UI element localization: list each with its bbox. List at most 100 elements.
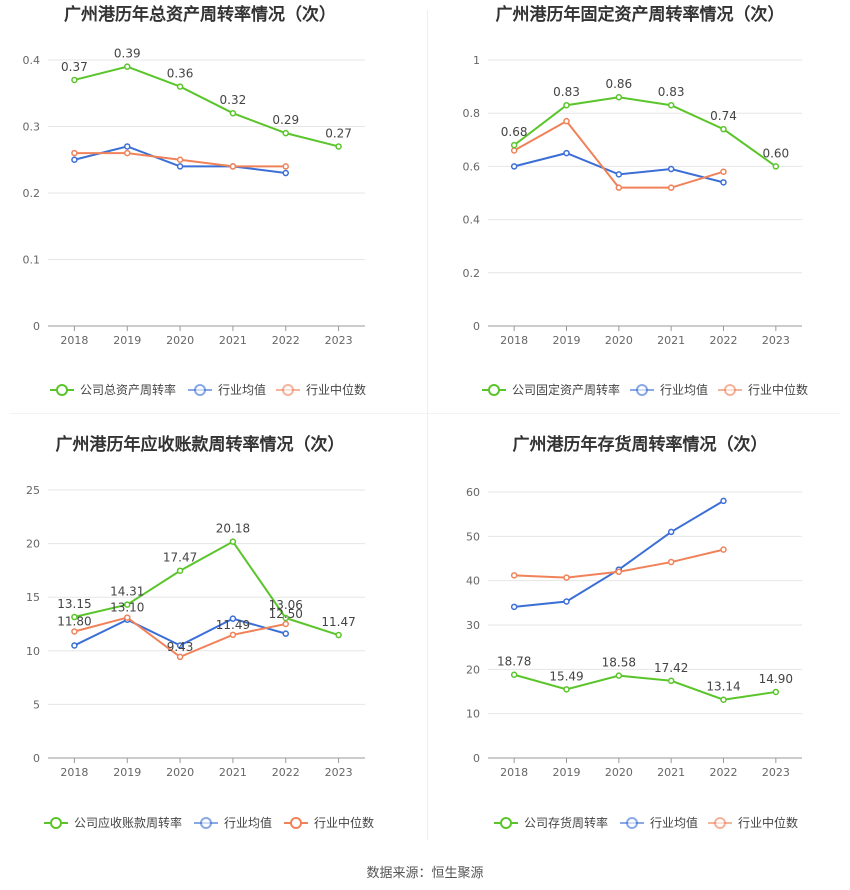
x-tick-label: 2023	[325, 766, 353, 779]
y-tick-label: 0.2	[463, 267, 481, 280]
y-tick-label: 0.8	[463, 107, 481, 120]
x-tick-label: 2020	[605, 766, 633, 779]
vertical-divider	[427, 10, 428, 840]
series-line-0	[74, 65, 339, 148]
x-tick-label: 2021	[219, 334, 247, 347]
x-tick-label: 2018	[60, 766, 88, 779]
data-label: 0.27	[325, 126, 352, 140]
data-point	[229, 163, 237, 170]
y-tick-label: 0	[33, 752, 40, 765]
data-point	[615, 93, 623, 101]
chart-title: 广州港历年总资产周转率情况（次）	[64, 4, 336, 25]
horizontal-divider	[10, 413, 840, 414]
legend-marker	[282, 384, 294, 396]
data-point	[176, 642, 184, 649]
legend-marker	[488, 384, 500, 396]
fixed-asset-turnover-chart: 广州港历年固定资产周转率情况（次） 0 0.2 0.4 0.6 0.8 1 2018 2019 2…	[463, 4, 809, 397]
data-point	[510, 572, 518, 579]
data-label: 0.36	[167, 67, 194, 81]
data-point	[229, 109, 237, 117]
chart-title: 广州港历年存货周转率情况（次）	[513, 434, 768, 455]
data-point	[71, 76, 78, 84]
data-point	[335, 143, 342, 150]
legend-marker	[56, 384, 68, 396]
total-asset-turnover-chart: 广州港历年总资产周转率情况（次） 0 0.1 0.2 0.3 0.4 2018 2019 202…	[23, 4, 367, 397]
data-label: 20.18	[216, 522, 250, 536]
data-point	[124, 614, 131, 621]
data-point	[563, 117, 570, 125]
series-line-0	[74, 540, 339, 636]
data-point	[720, 125, 727, 133]
data-point	[124, 601, 131, 608]
data-point	[667, 677, 675, 685]
data-point	[176, 156, 184, 163]
x-tick-label: 2022	[710, 334, 738, 347]
data-point	[229, 631, 237, 639]
data-label: 0.68	[501, 125, 528, 139]
data-label: 13.15	[57, 597, 91, 611]
data-source: 数据来源：恒生聚源	[366, 866, 484, 881]
data-point	[615, 672, 623, 679]
data-point	[71, 628, 78, 635]
data-point	[563, 598, 570, 605]
y-tick-label: 0	[33, 320, 40, 333]
x-tick-label: 2020	[605, 334, 633, 347]
data-label: 14.31	[110, 585, 144, 599]
data-point	[563, 574, 570, 581]
data-point	[229, 615, 237, 622]
data-label: 11.80	[57, 615, 91, 629]
x-tick-label: 2019	[553, 334, 581, 347]
y-tick-label: 0.4	[463, 214, 481, 227]
x-tick-label: 2023	[325, 334, 353, 347]
data-point	[667, 101, 675, 109]
y-tick-label: 0.3	[23, 121, 41, 134]
data-point	[71, 642, 78, 649]
y-tick-label: 40	[466, 575, 480, 588]
data-label: 13.14	[706, 680, 740, 694]
data-point	[510, 603, 518, 611]
x-tick-label: 2018	[500, 334, 528, 347]
data-label: 13.10	[110, 601, 144, 615]
data-label: 9.43	[167, 640, 194, 654]
inventory-turnover-chart: 广州港历年存货周转率情况（次） 0 10 20 30 40 50 60 2018 2019 2020…	[466, 434, 802, 830]
data-point	[510, 141, 518, 149]
legend-marker	[714, 817, 726, 829]
x-tick-label: 2022	[272, 766, 300, 779]
data-label: 17.42	[654, 661, 688, 675]
x-tick-label: 2022	[272, 334, 300, 347]
data-label: 0.29	[272, 113, 299, 127]
data-label: 0.83	[658, 85, 685, 99]
data-point	[615, 184, 623, 191]
data-label: 15.49	[549, 669, 583, 683]
x-tick-label: 2023	[762, 766, 790, 779]
legend-label: 公司固定资产周转率	[512, 382, 620, 397]
series-line-2	[513, 119, 724, 189]
y-tick-label: 1	[473, 54, 480, 67]
data-point	[282, 129, 289, 137]
data-label: 0.32	[220, 93, 247, 107]
legend-marker	[194, 384, 206, 396]
data-point	[282, 620, 289, 628]
data-point	[124, 149, 131, 157]
legend-label: 公司应收账款周转率	[74, 815, 182, 830]
data-point	[282, 614, 289, 622]
y-tick-label: 15	[26, 591, 40, 604]
data-point	[282, 163, 289, 170]
data-point	[563, 149, 570, 157]
data-label: 0.39	[114, 47, 141, 61]
x-tick-label: 2023	[762, 334, 790, 347]
data-point	[667, 528, 675, 536]
y-tick-label: 10	[26, 645, 40, 658]
data-point	[510, 671, 518, 678]
data-label: 12.50	[269, 607, 303, 621]
data-point	[563, 686, 570, 693]
data-point	[124, 63, 131, 70]
data-point	[176, 83, 184, 90]
data-point	[71, 149, 78, 157]
x-tick-label: 2019	[113, 334, 141, 347]
x-tick-label: 2019	[553, 766, 581, 779]
y-tick-label: 0.2	[23, 187, 41, 200]
x-tick-label: 2020	[166, 766, 194, 779]
data-label: 18.58	[602, 656, 636, 670]
